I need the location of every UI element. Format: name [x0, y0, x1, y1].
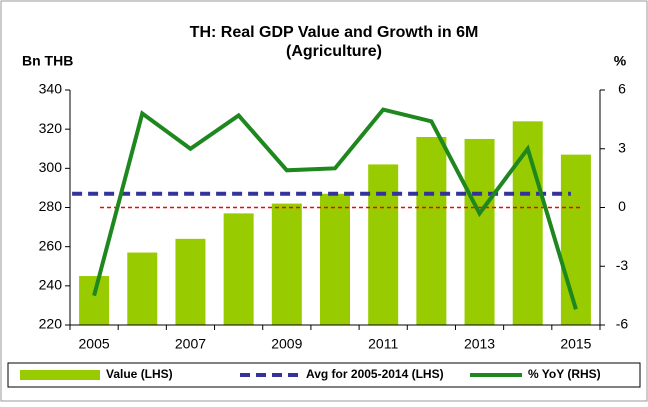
bar	[416, 137, 447, 325]
bar	[464, 138, 495, 325]
y2-tick-label: 6	[618, 81, 626, 97]
bar	[368, 164, 399, 325]
bar	[271, 203, 302, 325]
y2-tick-label: -3	[616, 257, 629, 273]
y2-tick-label: -6	[616, 316, 629, 332]
y2-tick-label: 3	[618, 139, 626, 155]
bar	[79, 276, 110, 325]
x-tick-label: 2009	[271, 336, 302, 352]
legend-label: Avg for 2005-2014 (LHS)	[306, 367, 444, 381]
x-tick-label: 2007	[175, 336, 206, 352]
legend-label: % YoY (RHS)	[528, 367, 601, 381]
y-axis-label: Bn THB	[22, 53, 73, 69]
legend-label: Value (LHS)	[106, 367, 173, 381]
y2-axis-label: %	[614, 53, 627, 69]
y-tick-label: 260	[39, 237, 63, 253]
y-tick-label: 240	[39, 277, 63, 293]
y-tick-label: 320	[39, 120, 63, 136]
y2-tick-label: 0	[618, 198, 626, 214]
bar	[127, 252, 158, 325]
chart-subtitle: (Agriculture)	[286, 43, 382, 60]
line	[92, 107, 578, 310]
bar	[320, 193, 350, 325]
bar	[175, 238, 206, 325]
x-tick-label: 2013	[464, 336, 495, 352]
chart-title: TH: Real GDP Value and Growth in 6M	[190, 24, 479, 41]
x-tick-label: 2005	[79, 336, 110, 352]
y-tick-label: 300	[39, 159, 63, 175]
bar	[223, 213, 254, 325]
y-tick-label: 280	[39, 198, 63, 214]
y-tick-label: 340	[39, 81, 63, 97]
x-tick-label: 2011	[368, 336, 398, 352]
x-tick-label: 2015	[560, 336, 591, 352]
legend-swatch	[20, 370, 100, 380]
legend	[7, 362, 641, 388]
y-tick-label: 220	[39, 316, 63, 332]
bar	[560, 154, 591, 325]
